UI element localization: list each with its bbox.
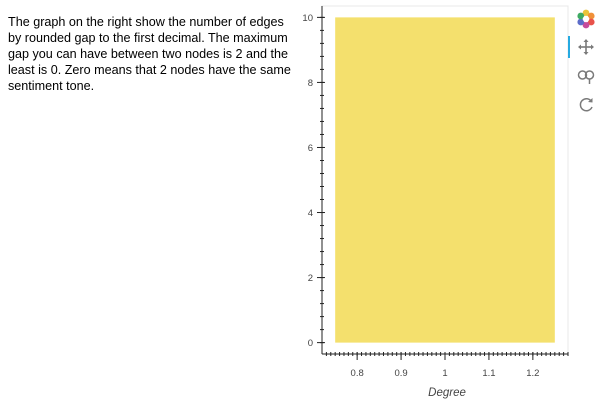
bar: [335, 17, 555, 343]
x-axis-label: Degree: [428, 387, 466, 399]
bar-chart[interactable]: 0 2 4 6 8 10 0.8 0.9 1 1.1 1.2 Degree: [0, 0, 570, 414]
reset-tool-button[interactable]: [571, 92, 601, 118]
y-tick-label: 6: [308, 143, 313, 154]
y-tick-label: 2: [308, 273, 313, 284]
x-tick-label: 0.9: [394, 368, 407, 379]
y-tick-label: 0: [308, 338, 313, 349]
pan-icon: [578, 39, 594, 55]
y-tick-label: 8: [308, 78, 313, 89]
reset-icon: [579, 97, 593, 112]
x-axis: 0.8 0.9 1 1.1 1.2: [322, 352, 569, 379]
x-tick-label: 1.2: [526, 368, 539, 379]
x-tick-label: 0.8: [351, 368, 364, 379]
x-tick-label: 1: [442, 368, 447, 379]
y-axis: 0 2 4 6 8 10: [302, 6, 325, 354]
active-tool-indicator: [568, 36, 570, 58]
description-text: The graph on the right show the number o…: [8, 15, 295, 93]
x-tick-label: 1.1: [482, 368, 495, 379]
wheel-zoom-tool-button[interactable]: [571, 64, 601, 90]
y-tick-label: 10: [302, 13, 313, 24]
bokeh-logo-icon: [577, 9, 595, 29]
bokeh-logo-button[interactable]: [571, 6, 601, 32]
y-tick-label: 4: [308, 208, 313, 219]
bars-group: [335, 17, 555, 343]
pan-tool-button[interactable]: [568, 34, 601, 60]
wheel-zoom-icon: [577, 70, 595, 84]
